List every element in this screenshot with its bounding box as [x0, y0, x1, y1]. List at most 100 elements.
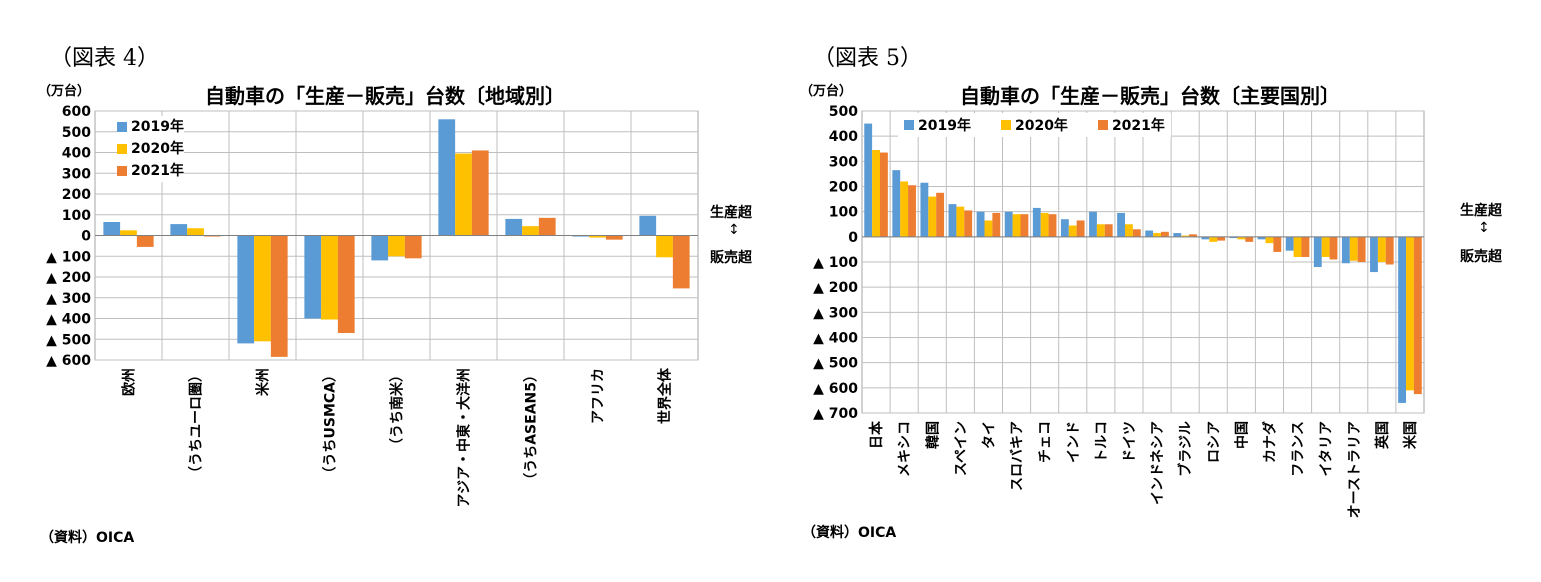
- side-label-production-surplus: 生産超: [710, 205, 752, 221]
- bar-2021年-ロシア: [1217, 236, 1226, 241]
- side-label-sales-surplus: 販売超: [710, 250, 752, 266]
- bar-2021年-（うちASEAN5）: [538, 217, 556, 236]
- x-tick-label: インドネシア: [1150, 421, 1166, 505]
- chart-panel-regional: （図表 4） （万台） 自動車の「生産－販売」台数〔地域別〕 600 500 400…: [0, 0, 770, 582]
- x-tick-label: オーストラリア: [1347, 421, 1363, 518]
- y-tick-label: ▲ 400: [813, 331, 858, 347]
- bar-2021年-メキシコ: [908, 185, 916, 237]
- figure-label: （図表 4）: [50, 46, 159, 71]
- y-tick-label: 200: [829, 180, 858, 196]
- legend-item-2020: 2020年: [1000, 115, 1068, 135]
- bar-2019年-（うちASEAN5）: [505, 218, 523, 236]
- y-tick-label: ▲ 500: [46, 332, 91, 348]
- chart-svg-country: 500 400 300 200 100 0 ▲ 100 ▲ 200 ▲ 300 ▲ 400 ▲ 50…: [813, 104, 1425, 518]
- bar-2019年-世界全体: [639, 215, 657, 236]
- bar-2019年-米国: [1398, 236, 1407, 403]
- x-tick-label: スペイン: [953, 421, 969, 476]
- bar-2021年-インド: [1076, 220, 1085, 237]
- x-tick-label: フランス: [1291, 421, 1307, 477]
- y-tick-label: 100: [62, 208, 91, 224]
- chart-svg-regional: 600 500 400 300 200 100 0 ▲ 100 ▲ 200 ▲ 300 ▲ 400 ▲…: [46, 104, 699, 507]
- bar-2021年-カナダ: [1273, 236, 1282, 252]
- y-tick-label: 500: [829, 104, 858, 120]
- legend-item-2019: 2019年: [904, 115, 971, 135]
- bar-2021年-韓国: [936, 192, 945, 237]
- bar-2021年-インドネシア: [1160, 231, 1169, 237]
- bar-2021年-オーストラリア: [1357, 236, 1366, 262]
- y-tick-label: ▲ 300: [46, 291, 91, 307]
- chart-title: 自動車の「生産－販売」台数〔主要国別〕: [960, 84, 1340, 108]
- bar-2019年-スペイン: [948, 204, 957, 237]
- x-tick-label: 日本: [868, 420, 885, 449]
- y-tick-label: ▲ 600: [813, 381, 858, 397]
- bar-2020年-英国: [1377, 236, 1386, 262]
- bar-2020年-（うちユーロ圏）: [187, 228, 204, 236]
- x-tick-label: ブラジル: [1177, 421, 1194, 477]
- x-tick-label: チェコ: [1038, 421, 1054, 463]
- y-tick-label: 200: [62, 187, 91, 203]
- chart-title: 自動車の「生産－販売」台数〔地域別〕: [205, 84, 565, 108]
- bar-2020年-タイ: [984, 220, 993, 237]
- side-label-arrow: ↕: [728, 222, 740, 238]
- bar-2019年-中国: [1229, 236, 1238, 239]
- y-tick-label: 0: [848, 230, 858, 246]
- bar-2020年-チェコ: [1040, 212, 1049, 237]
- legend-item-2019: 2019年: [117, 116, 184, 138]
- bar-2020年-アフリカ: [589, 235, 606, 238]
- bar-2021年-中国: [1245, 236, 1254, 242]
- bar-2019年-ドイツ: [1117, 212, 1126, 237]
- bar-2020年-米国: [1406, 236, 1414, 391]
- legend-item-2020: 2020年: [117, 138, 184, 160]
- x-tick-label: 米州: [255, 368, 272, 396]
- legend-swatch: [1097, 120, 1108, 130]
- bar-2019年-米州: [237, 235, 255, 344]
- bar-2019年-（うちユーロ圏）: [170, 224, 188, 236]
- y-tick-label: ▲ 100: [46, 249, 91, 265]
- y-tick-label: 400: [829, 129, 858, 145]
- bar-2020年-インドネシア: [1153, 233, 1161, 237]
- y-tick-label: 500: [62, 125, 91, 141]
- bar-2020年-トルコ: [1096, 224, 1105, 237]
- bar-2021年-ドイツ: [1132, 229, 1141, 237]
- figure-label: （図表 5）: [813, 46, 922, 71]
- y-unit-label: （万台）: [38, 84, 91, 99]
- bar-2021年-英国: [1385, 236, 1394, 265]
- y-tick-label: 300: [829, 154, 858, 170]
- legend-swatch: [1000, 120, 1011, 130]
- y-tick-label: 300: [62, 166, 91, 182]
- y-tick-label: ▲ 200: [813, 280, 858, 296]
- bar-2019年-チェコ: [1032, 207, 1041, 237]
- x-tick-label: ドイツ: [1122, 421, 1138, 463]
- bar-2019年-インド: [1060, 219, 1069, 237]
- bar-2020年-カナダ: [1265, 236, 1274, 244]
- legend-swatch: [117, 144, 127, 154]
- bar-2020年-ドイツ: [1125, 224, 1133, 237]
- bar-2021年-アフリカ: [605, 235, 623, 240]
- x-tick-label: 欧州: [121, 368, 138, 396]
- bar-2021年-日本: [879, 152, 888, 237]
- x-tick-label: （うちUSMCA）: [323, 368, 339, 481]
- x-tick-label: 中国: [1233, 421, 1250, 449]
- y-unit-label: （万台）: [800, 84, 853, 99]
- bar-2021年-スペイン: [964, 210, 973, 237]
- bar-2020年-欧州: [120, 230, 137, 236]
- bar-2020年-ブラジル: [1181, 235, 1190, 237]
- bar-2019年-カナダ: [1257, 236, 1266, 240]
- legend-item-2021: 2021年: [117, 160, 184, 182]
- bar-2019年-（うちUSMCA）: [304, 235, 322, 319]
- bar-2019年-英国: [1370, 236, 1378, 273]
- source-note: （資料）OICA: [40, 530, 135, 546]
- y-tick-label: ▲ 600: [46, 353, 91, 369]
- bar-2019年-欧州: [103, 222, 121, 236]
- y-tick-label: 0: [81, 229, 91, 245]
- bar-2019年-インドネシア: [1145, 230, 1154, 237]
- y-tick-label: ▲ 400: [46, 312, 91, 328]
- y-tick-label: ▲ 500: [813, 356, 858, 372]
- bar-2021年-イタリア: [1329, 236, 1338, 260]
- bar-2020年-ロシア: [1209, 236, 1218, 242]
- bar-2019年-日本: [864, 123, 873, 237]
- x-tick-label: （うちユーロ圏）: [189, 368, 205, 480]
- bar-2019年-トルコ: [1089, 211, 1097, 237]
- bar-2021年-米州: [270, 235, 288, 357]
- side-label-sales-surplus: 販売超: [1460, 249, 1502, 265]
